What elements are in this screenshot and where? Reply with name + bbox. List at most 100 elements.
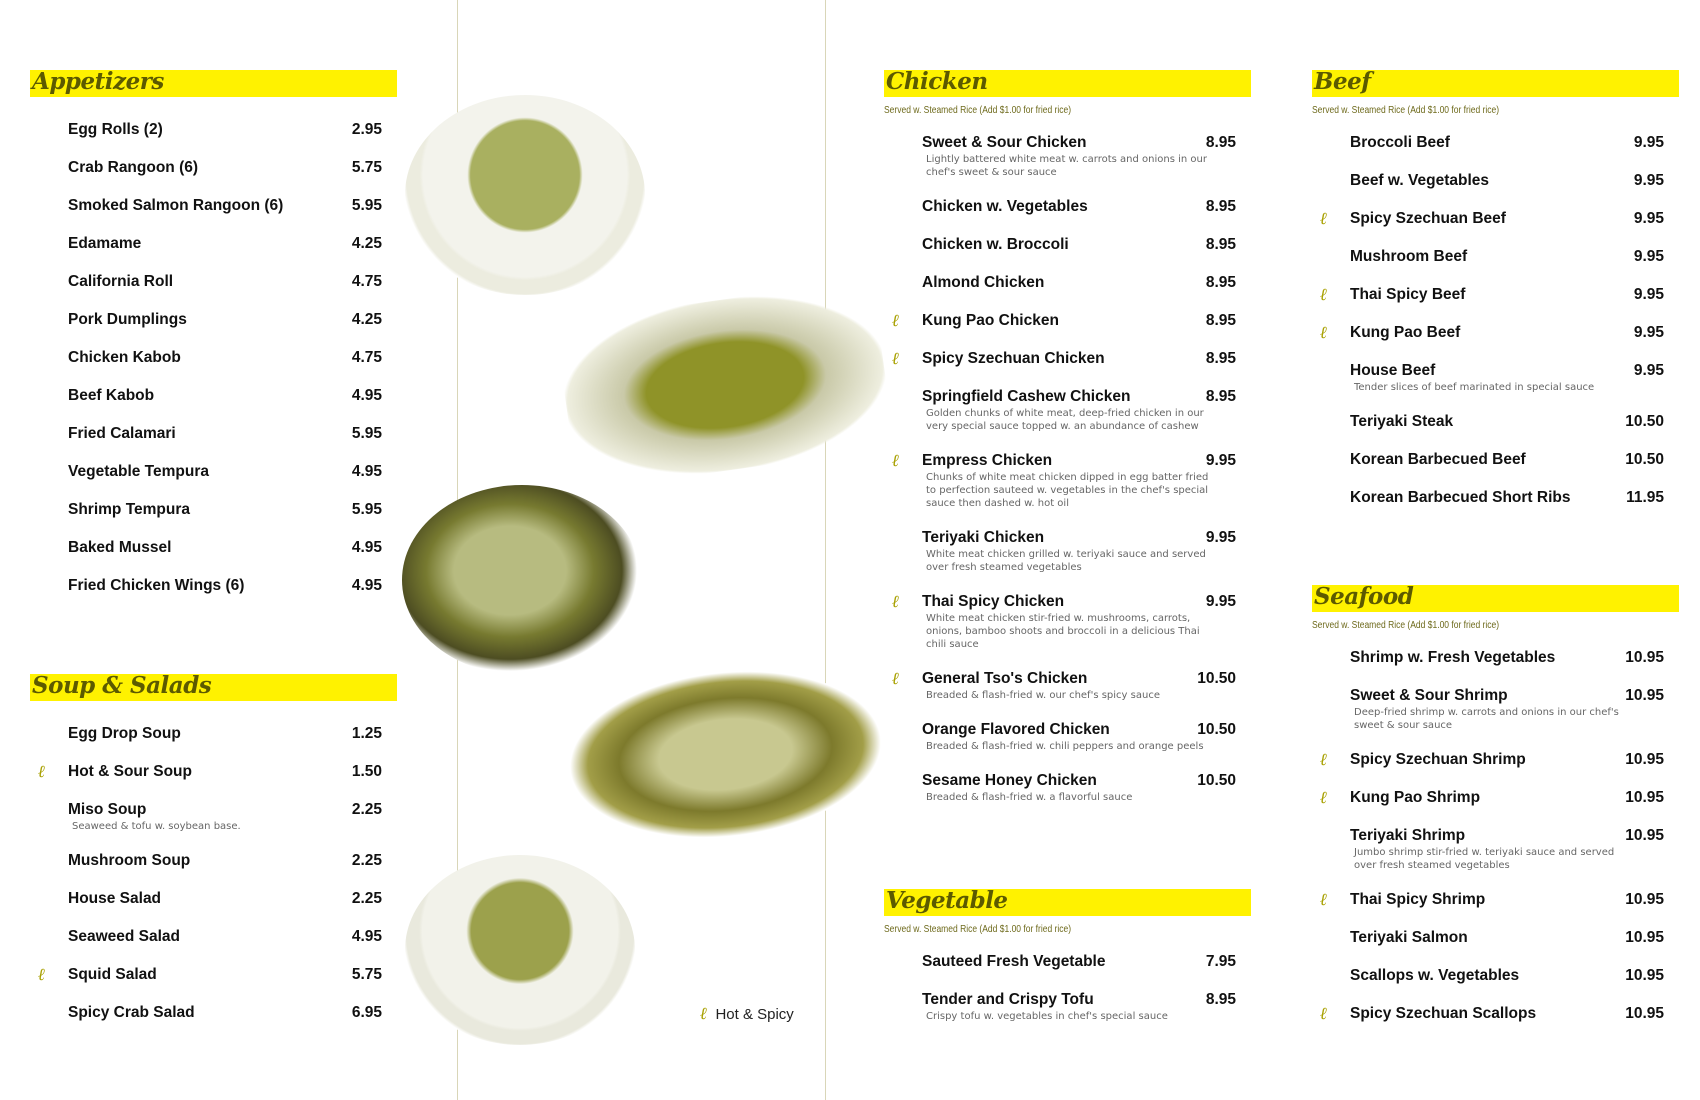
item-price: 9.95 <box>1633 134 1664 151</box>
menu-item[interactable]: Sweet & Sour Shrimp 10.95 Deep-fried shrim… <box>1312 686 1679 732</box>
item-description: Seaweed & tofu w. soybean base. <box>72 821 241 832</box>
menu-item[interactable]: Teriyaki Shrimp 10.95 Jumbo shrimp stir-fr… <box>1312 826 1679 872</box>
section-header: Chicken <box>884 68 1251 97</box>
menu-item[interactable]: Fried Calamari 5.95 <box>30 424 397 444</box>
item-name: Seaweed Salad <box>68 928 181 945</box>
item-name: Almond Chicken <box>922 274 1045 291</box>
menu-item[interactable]: ℓ Spicy Szechuan Scallops 10.95 <box>1312 1004 1679 1024</box>
menu-item[interactable]: Vegetable Tempura 4.95 <box>30 462 397 482</box>
hot-pepper-icon: ℓ <box>38 965 46 985</box>
section-header: Soup & Salads <box>30 672 397 701</box>
section-title: Chicken <box>886 68 988 95</box>
item-price: 10.95 <box>1625 891 1664 908</box>
section-title: Soup & Salads <box>32 672 212 699</box>
item-price: 10.50 <box>1625 413 1664 430</box>
item-name: Vegetable Tempura <box>68 463 209 480</box>
menu-item[interactable]: Smoked Salmon Rangoon (6) 5.95 <box>30 196 397 216</box>
menu-item[interactable]: California Roll 4.75 <box>30 272 397 292</box>
menu-item[interactable]: ℓ Spicy Szechuan Chicken 8.95 <box>884 349 1251 369</box>
item-name: Empress Chicken <box>922 452 1053 469</box>
menu-item[interactable]: Mushroom Beef 9.95 <box>1312 247 1679 267</box>
item-price: 2.95 <box>351 121 382 138</box>
item-name: Thai Spicy Beef <box>1350 286 1466 303</box>
menu-item[interactable]: ℓ Spicy Szechuan Beef 9.95 <box>1312 209 1679 229</box>
item-name: Miso Soup <box>68 801 147 818</box>
menu-item[interactable]: Sauteed Fresh Vegetable 7.95 <box>884 952 1251 972</box>
menu-item[interactable]: Chicken Kabob 4.75 <box>30 348 397 368</box>
menu-item[interactable]: Teriyaki Chicken 9.95 White meat chicken g… <box>884 528 1251 574</box>
item-price: 4.95 <box>351 463 382 480</box>
item-price: 10.50 <box>1625 451 1664 468</box>
item-description: Deep-fried shrimp w. carrots and onions … <box>1354 707 1619 731</box>
menu-item[interactable]: Broccoli Beef 9.95 <box>1312 133 1679 153</box>
item-price: 2.25 <box>351 852 382 869</box>
menu-item[interactable]: Teriyaki Steak 10.50 <box>1312 412 1679 432</box>
menu-item[interactable]: Seaweed Salad 4.95 <box>30 927 397 947</box>
menu-item[interactable]: Egg Rolls (2) 2.95 <box>30 120 397 140</box>
menu-item[interactable]: Egg Drop Soup 1.25 <box>30 724 397 744</box>
menu-item[interactable]: Spicy Crab Salad 6.95 <box>30 1003 397 1023</box>
item-name: Kung Pao Shrimp <box>1350 789 1481 806</box>
item-price: 8.95 <box>1205 991 1236 1008</box>
item-name: Egg Drop Soup <box>68 725 181 742</box>
item-name: House Beef <box>1350 362 1436 379</box>
item-name: Teriyaki Steak <box>1350 413 1454 430</box>
menu-item[interactable]: Korean Barbecued Short Ribs 11.95 <box>1312 488 1679 508</box>
menu-item[interactable]: Fried Chicken Wings (6) 4.95 <box>30 576 397 596</box>
menu-item[interactable]: Beef w. Vegetables 9.95 <box>1312 171 1679 191</box>
section-title: Appetizers <box>32 68 164 95</box>
item-price: 10.95 <box>1625 687 1664 704</box>
menu-item[interactable]: ℓ General Tso's Chicken 10.50 Breaded & fla… <box>884 669 1251 702</box>
menu-item[interactable]: Mushroom Soup 2.25 <box>30 851 397 871</box>
menu-item[interactable]: Miso Soup 2.25 Seaweed & tofu w. soybean b… <box>30 800 397 833</box>
item-price: 5.95 <box>351 501 382 518</box>
item-name: Tender and Crispy Tofu <box>922 991 1094 1008</box>
menu-item[interactable]: Orange Flavored Chicken 10.50 Breaded & fl… <box>884 720 1251 753</box>
item-price: 4.75 <box>351 273 382 290</box>
menu-item[interactable]: Edamame 4.25 <box>30 234 397 254</box>
menu-item[interactable]: Sweet & Sour Chicken 8.95 Lightly battered… <box>884 133 1251 179</box>
hot-pepper-icon: ℓ <box>1320 323 1328 343</box>
menu-item[interactable]: ℓ Spicy Szechuan Shrimp 10.95 <box>1312 750 1679 770</box>
item-description: Crispy tofu w. vegetables in chef's spec… <box>926 1011 1168 1022</box>
menu-item[interactable]: ℓ Thai Spicy Shrimp 10.95 <box>1312 890 1679 910</box>
item-description: Chunks of white meat chicken dipped in e… <box>926 472 1209 509</box>
menu-item[interactable]: ℓ Kung Pao Beef 9.95 <box>1312 323 1679 343</box>
menu-item[interactable]: ℓ Thai Spicy Beef 9.95 <box>1312 285 1679 305</box>
menu-item[interactable]: Pork Dumplings 4.25 <box>30 310 397 330</box>
hot-pepper-icon: ℓ <box>700 1004 708 1024</box>
menu-item[interactable]: Korean Barbecued Beef 10.50 <box>1312 450 1679 470</box>
menu-item[interactable]: ℓ Thai Spicy Chicken 9.95 White meat chicke… <box>884 592 1251 651</box>
menu-item[interactable]: Crab Rangoon (6) 5.75 <box>30 158 397 178</box>
item-price: 4.95 <box>351 387 382 404</box>
menu-item[interactable]: Sesame Honey Chicken 10.50 Breaded & flash… <box>884 771 1251 804</box>
hot-pepper-icon: ℓ <box>1320 890 1328 910</box>
menu-item[interactable]: Chicken w. Vegetables 8.95 <box>884 197 1251 217</box>
menu-item[interactable]: ℓ Kung Pao Shrimp 10.95 <box>1312 788 1679 808</box>
menu-item[interactable]: Springfield Cashew Chicken 8.95 Golden chu… <box>884 387 1251 433</box>
menu-item[interactable]: Shrimp Tempura 5.95 <box>30 500 397 520</box>
menu-item[interactable]: ℓ Empress Chicken 9.95 Chunks of white meat… <box>884 451 1251 510</box>
item-name: Spicy Szechuan Beef <box>1350 210 1506 227</box>
menu-item[interactable]: Chicken w. Broccoli 8.95 <box>884 235 1251 255</box>
menu-item[interactable]: Shrimp w. Fresh Vegetables 10.95 <box>1312 648 1679 668</box>
menu-item[interactable]: Beef Kabob 4.95 <box>30 386 397 406</box>
menu-item[interactable]: Tender and Crispy Tofu 8.95 Crispy tofu w.… <box>884 990 1251 1023</box>
item-price: 4.95 <box>351 928 382 945</box>
item-name: Teriyaki Shrimp <box>1350 827 1466 844</box>
menu-item[interactable]: Almond Chicken 8.95 <box>884 273 1251 293</box>
menu-item[interactable]: House Beef 9.95 Tender slices of beef mari… <box>1312 361 1679 394</box>
item-price: 5.75 <box>351 966 382 983</box>
menu-item[interactable]: ℓ Hot & Sour Soup 1.50 <box>30 762 397 782</box>
menu-item[interactable]: Teriyaki Salmon 10.95 <box>1312 928 1679 948</box>
item-name: Mushroom Beef <box>1350 248 1468 265</box>
menu-item[interactable]: Scallops w. Vegetables 10.95 <box>1312 966 1679 986</box>
item-name: Broccoli Beef <box>1350 134 1450 151</box>
menu-item[interactable]: ℓ Kung Pao Chicken 8.95 <box>884 311 1251 331</box>
item-price: 8.95 <box>1205 312 1236 329</box>
item-name: Fried Chicken Wings (6) <box>68 577 245 594</box>
menu-item[interactable]: House Salad 2.25 <box>30 889 397 909</box>
menu-item[interactable]: Baked Mussel 4.95 <box>30 538 397 558</box>
menu-item[interactable]: ℓ Squid Salad 5.75 <box>30 965 397 985</box>
section-soup-salads: Soup & Salads Egg Drop Soup 1.25 ℓ Hot & Sou… <box>30 672 397 1041</box>
